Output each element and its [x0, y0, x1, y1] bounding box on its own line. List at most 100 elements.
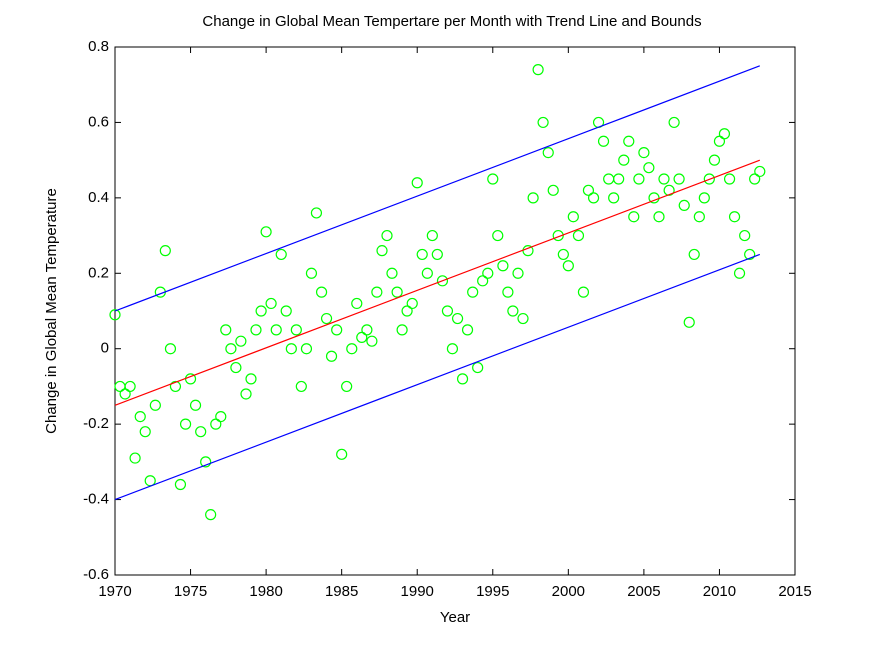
scatter-point [733, 267, 746, 279]
x-tick-label: 2005 [627, 583, 660, 600]
y-tick-label: -0.6 [83, 566, 109, 583]
scatter-point [356, 331, 368, 343]
scatter-point [270, 324, 282, 336]
scatter-point [663, 184, 675, 196]
x-tick-label: 2010 [703, 583, 736, 600]
scatter-point [502, 286, 514, 298]
scatter-point [376, 245, 388, 257]
scatter-point [235, 335, 247, 347]
scatter-point [260, 226, 272, 238]
scatter-point [225, 343, 237, 355]
scatter-point [461, 324, 474, 336]
scatter-point [205, 509, 217, 521]
scatter-point [300, 343, 313, 355]
scatter-point [693, 211, 705, 223]
line [114, 253, 761, 501]
scatter-point [608, 192, 620, 204]
scatter-point [416, 248, 428, 261]
scatter-point [673, 173, 685, 185]
y-tick-label: -0.4 [83, 491, 109, 508]
y-tick-label: 0 [101, 340, 109, 357]
scatter-point [421, 267, 433, 279]
scatter-point [371, 286, 383, 298]
scatter-point [336, 448, 348, 460]
scatter-point [688, 248, 700, 261]
scatter-point [492, 229, 504, 242]
scatter-point [174, 478, 187, 491]
scatter-point [512, 267, 524, 279]
scatter-point [562, 260, 574, 272]
scatter-point [195, 426, 207, 438]
scatter-point [532, 64, 544, 76]
scatter-point [441, 305, 454, 317]
scatter-point [552, 229, 564, 242]
scatter-point [557, 248, 569, 261]
x-axis-label: Year [440, 609, 470, 626]
scatter-point [698, 192, 710, 204]
chart-title: Change in Global Mean Tempertare per Mon… [202, 13, 701, 30]
scatter-point [305, 267, 318, 279]
scatter-point [708, 154, 721, 166]
scatter-point [638, 147, 650, 159]
scatter-point [658, 173, 670, 185]
scatter-point [517, 312, 529, 325]
scatter-point [618, 154, 630, 166]
scatter-point [623, 135, 635, 147]
scatter-point [547, 184, 559, 196]
scatter-point [346, 343, 358, 355]
x-tick-label: 2000 [552, 583, 585, 600]
scatter-point [411, 177, 423, 189]
scatter-point [744, 248, 756, 261]
x-tick-label: 1980 [249, 583, 282, 600]
scatter-point [678, 199, 690, 211]
scatter-point [597, 135, 610, 147]
scatter-point [572, 229, 585, 242]
scatter-point [482, 267, 494, 279]
scatter-point [653, 211, 665, 223]
scatter-point [331, 324, 343, 336]
line [114, 65, 761, 312]
scatter-point [265, 297, 277, 310]
scatter-point [124, 380, 136, 393]
scatter-point [149, 399, 161, 411]
scatter-point [587, 192, 600, 204]
line [114, 159, 761, 406]
scatter-point [361, 324, 373, 336]
scatter-point [749, 173, 761, 185]
scatter-point [567, 211, 579, 223]
scatter-point [436, 275, 449, 287]
scatter-point [366, 335, 378, 347]
x-tick-label: 1990 [401, 583, 434, 600]
scatter-point [542, 147, 554, 159]
y-tick-label: 0.6 [88, 113, 109, 130]
scatter-point [451, 312, 464, 325]
scatter-point [200, 456, 212, 468]
scatter-point [310, 207, 323, 219]
scatter-point [351, 297, 363, 310]
scatter-point [215, 411, 227, 423]
scatter-point [431, 248, 443, 261]
x-tick-label: 1975 [174, 583, 207, 600]
scatter-point [456, 373, 469, 385]
x-tick-label: 1985 [325, 583, 358, 600]
scatter-point [446, 343, 459, 355]
scatter-point [290, 324, 302, 336]
y-tick-label: 0.8 [88, 38, 109, 55]
x-tick-label: 1995 [476, 583, 509, 600]
y-tick-label: 0.4 [88, 189, 109, 206]
scatter-point [164, 343, 177, 355]
scatter-point [497, 260, 509, 272]
scatter-point [396, 324, 408, 336]
y-axis-label: Change in Global Mean Temperature [43, 188, 60, 434]
scatter-point [320, 312, 333, 325]
scatter-point [527, 192, 539, 204]
scatter-point [577, 286, 590, 298]
scatter-point [537, 116, 549, 129]
scatter-point [643, 162, 655, 174]
scatter-point [739, 229, 751, 242]
scatter-point [255, 305, 267, 317]
scatter-point [507, 305, 519, 317]
scatter-point [718, 128, 731, 140]
scatter-point [426, 229, 438, 242]
